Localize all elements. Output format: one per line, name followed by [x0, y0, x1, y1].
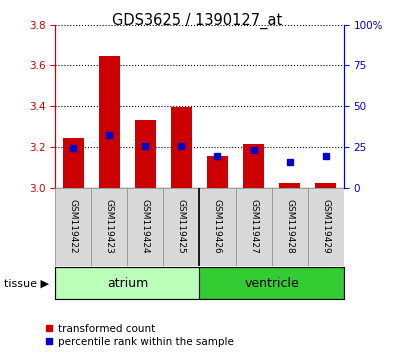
Bar	[235, 188, 272, 266]
Legend: transformed count, percentile rank within the sample: transformed count, percentile rank withi…	[45, 324, 234, 347]
Bar	[272, 188, 308, 266]
Bar	[55, 188, 91, 266]
Bar	[279, 183, 300, 188]
Bar	[199, 188, 235, 266]
Bar	[243, 144, 264, 188]
Text: GSM119425: GSM119425	[177, 199, 186, 254]
Text: GSM119424: GSM119424	[141, 199, 150, 254]
Bar	[135, 120, 156, 188]
Bar	[127, 188, 164, 266]
Text: GSM119428: GSM119428	[285, 199, 294, 254]
Text: GSM119429: GSM119429	[321, 199, 330, 254]
Text: GSM119427: GSM119427	[249, 199, 258, 254]
Text: ventricle: ventricle	[244, 277, 299, 290]
Text: GSM119422: GSM119422	[69, 199, 78, 254]
Text: GDS3625 / 1390127_at: GDS3625 / 1390127_at	[112, 12, 283, 29]
Bar	[164, 188, 199, 266]
Text: tissue ▶: tissue ▶	[4, 278, 49, 288]
Bar	[308, 188, 344, 266]
Bar	[91, 188, 127, 266]
Bar	[55, 267, 199, 299]
Bar	[199, 267, 344, 299]
Bar	[171, 107, 192, 188]
Bar	[207, 156, 228, 188]
Text: GSM119426: GSM119426	[213, 199, 222, 254]
Bar	[62, 138, 84, 188]
Bar	[99, 56, 120, 188]
Bar	[315, 183, 337, 188]
Text: GSM119423: GSM119423	[105, 199, 114, 254]
Text: atrium: atrium	[107, 277, 148, 290]
